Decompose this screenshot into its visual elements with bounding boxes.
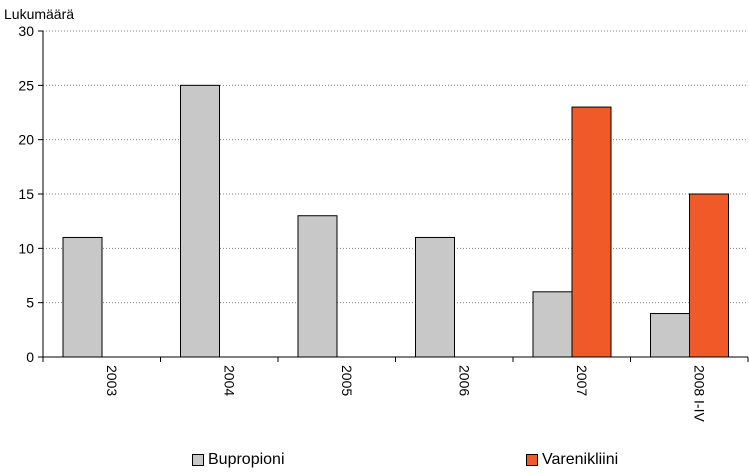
bar-bupropioni-2007 xyxy=(532,291,573,358)
legend-item-varenikliini: Varenikliini xyxy=(526,450,618,470)
y-tick-label: 10 xyxy=(18,240,34,256)
bar-bupropioni-2008-I-IV xyxy=(650,313,690,358)
legend-label-varenikliini: Varenikliini xyxy=(542,451,619,468)
y-tick-label: 0 xyxy=(26,349,34,365)
y-tick-label: 25 xyxy=(18,77,34,93)
bar-varenikliini-2008-I-IV xyxy=(689,193,729,358)
bar-bupropioni-2004 xyxy=(180,84,220,358)
x-tick-label: 2004 xyxy=(221,365,237,396)
y-tick-label: 15 xyxy=(18,186,34,202)
legend-label-bupropioni: Bupropioni xyxy=(208,451,285,468)
y-tick-label: 20 xyxy=(18,132,34,148)
bar-varenikliini-2007 xyxy=(571,106,612,358)
x-tick-label: 2003 xyxy=(104,365,120,396)
bar-bupropioni-2005 xyxy=(297,215,338,358)
x-tick-label: 2005 xyxy=(339,365,355,396)
legend-swatch-bupropioni xyxy=(192,454,204,466)
y-axis-label: Lukumäärä xyxy=(4,6,75,22)
x-tick-label: 2006 xyxy=(456,365,472,396)
y-tick-label: 5 xyxy=(26,295,34,311)
x-tick-label: 2007 xyxy=(574,365,590,396)
legend-swatch-varenikliini xyxy=(526,454,538,466)
x-tick-label: 2008 I-IV xyxy=(691,365,707,422)
bar-bupropioni-2003 xyxy=(62,236,103,358)
y-tick-label: 30 xyxy=(18,23,34,39)
legend-item-bupropioni: Bupropioni xyxy=(192,450,285,470)
bar-bupropioni-2006 xyxy=(415,236,455,358)
